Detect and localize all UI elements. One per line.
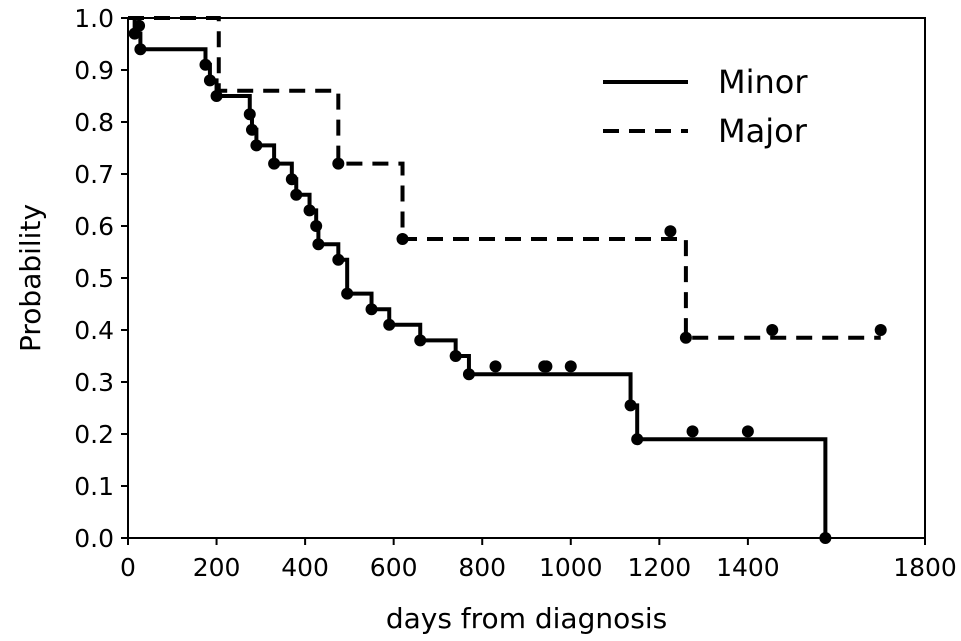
x-tick-label: 200 xyxy=(193,553,241,582)
x-tick-label: 1000 xyxy=(539,553,603,582)
censor-mark-minor xyxy=(365,303,378,316)
x-tick-label: 1400 xyxy=(716,553,780,582)
censor-mark-minor xyxy=(449,350,462,362)
censor-mark-minor xyxy=(624,399,637,412)
y-tick-label: 0.0 xyxy=(74,524,114,553)
censor-mark-minor xyxy=(290,188,303,201)
y-tick-label: 0.3 xyxy=(74,368,114,397)
x-tick-label: 1800 xyxy=(893,553,957,582)
censor-mark-minor xyxy=(250,139,263,152)
censor-mark-minor xyxy=(245,123,258,136)
censor-mark-minor xyxy=(564,360,577,373)
x-axis-ticks: 0 200 400 600 800 1000 1200 1400 1800 xyxy=(120,538,957,582)
censor-mark-minor xyxy=(268,157,281,170)
censor-mark-minor xyxy=(303,204,316,217)
censor-mark-major xyxy=(766,324,779,336)
censor-mark-major xyxy=(679,331,692,344)
legend-label-major: Major xyxy=(718,112,808,150)
y-tick-label: 0.2 xyxy=(74,420,114,449)
censor-mark-minor xyxy=(312,238,325,251)
y-tick-label: 0.8 xyxy=(74,108,114,137)
censor-mark-minor xyxy=(332,253,345,266)
censor-mark-minor xyxy=(462,368,475,381)
censor-mark-minor xyxy=(819,532,832,544)
censor-mark-major xyxy=(664,225,677,238)
legend-label-minor: Minor xyxy=(718,63,808,101)
plot-area xyxy=(127,16,926,544)
censor-mark-major xyxy=(396,233,409,245)
censor-mark-minor xyxy=(383,318,396,331)
y-tick-label: 0.5 xyxy=(74,264,114,293)
censor-mark-minor xyxy=(243,108,256,121)
censor-mark-minor xyxy=(540,360,553,373)
x-tick-label: 400 xyxy=(281,553,329,582)
censor-mark-major xyxy=(874,324,887,336)
censor-mark-minor xyxy=(128,27,141,40)
censor-mark-minor xyxy=(631,433,644,446)
censor-mark-minor xyxy=(741,425,754,438)
y-tick-label: 0.1 xyxy=(74,472,114,501)
censor-mark-minor xyxy=(199,58,212,71)
y-axis-ticks: 0.0 0.1 0.2 0.3 0.4 0.5 0.6 0.7 0.8 0.9 1.0 xyxy=(74,4,128,553)
censor-mark-minor xyxy=(489,360,502,373)
censor-mark-minor xyxy=(414,334,427,347)
x-tick-label: 1200 xyxy=(628,553,692,582)
censor-mark-minor xyxy=(285,173,298,186)
censor-marks-layer xyxy=(128,19,887,544)
x-tick-label: 0 xyxy=(120,553,136,582)
y-tick-label: 0.9 xyxy=(74,56,114,85)
x-tick-label: 800 xyxy=(458,553,506,582)
y-tick-label: 1.0 xyxy=(74,4,114,33)
y-axis-label: Probability xyxy=(14,204,47,352)
y-tick-label: 0.4 xyxy=(74,316,114,345)
censor-mark-minor xyxy=(310,220,323,232)
censor-mark-major xyxy=(332,157,345,170)
x-axis-label: days from diagnosis xyxy=(386,602,667,635)
censor-mark-minor xyxy=(134,43,147,56)
legend: Minor Major xyxy=(603,63,808,150)
censor-mark-minor xyxy=(210,90,223,102)
censor-mark-minor xyxy=(341,287,354,300)
censor-mark-minor xyxy=(686,425,699,438)
censor-mark-minor xyxy=(203,74,216,87)
y-tick-label: 0.6 xyxy=(74,212,114,241)
y-tick-label: 0.7 xyxy=(74,160,114,189)
x-tick-label: 600 xyxy=(370,553,418,582)
